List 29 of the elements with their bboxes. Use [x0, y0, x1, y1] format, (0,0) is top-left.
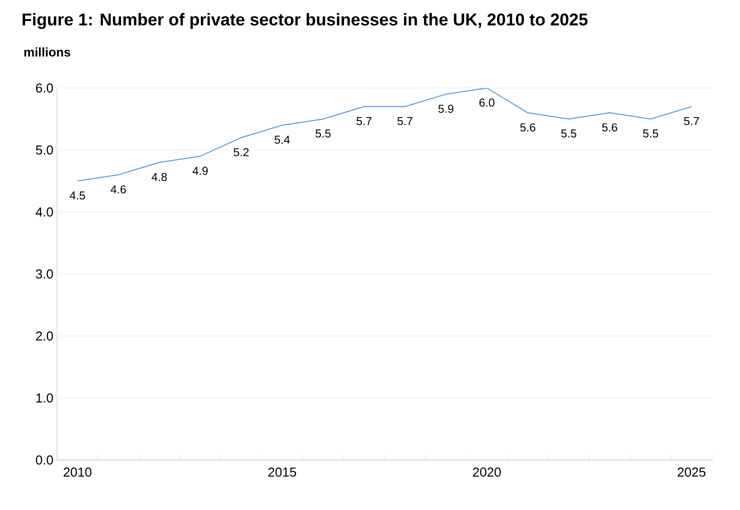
y-axis-title: millions	[24, 47, 70, 57]
x-tick-label: 2025	[678, 468, 706, 477]
data-label: 4.9	[192, 166, 208, 175]
data-label: 5.6	[520, 123, 536, 132]
x-tick-label: 2010	[64, 468, 92, 477]
data-label: 4.6	[110, 185, 126, 194]
y-tick-label: 3.0	[36, 269, 53, 279]
data-label: 5.5	[316, 130, 331, 138]
data-label: 6.0	[479, 98, 494, 107]
x-tick-label: 2015	[268, 468, 296, 477]
data-label: 5.6	[602, 123, 618, 132]
y-tick-label: 6.0	[36, 83, 53, 93]
data-label: 5.7	[684, 117, 699, 126]
data-label: 5.5	[643, 130, 658, 138]
chart-title: Figure 1: Number of private sector businesses in the UK, 2010 to 2025	[22, 13, 588, 29]
data-label: 4.8	[152, 172, 167, 182]
y-tick-label: 1.0	[36, 393, 53, 403]
data-label: 5.7	[356, 117, 372, 126]
data-label: 5.9	[438, 104, 454, 113]
y-tick-label: 5.0	[36, 145, 53, 155]
data-label: 5.4	[274, 136, 290, 144]
y-tick-label: 2.0	[36, 331, 53, 341]
data-label: 5.7	[397, 117, 412, 126]
data-label: 5.5	[561, 130, 576, 138]
y-tick-label: 4.0	[36, 207, 53, 217]
y-tick-label: 0.0	[36, 455, 53, 465]
data-label: 4.5	[70, 192, 85, 200]
x-tick-label: 2020	[473, 468, 501, 477]
data-label: 5.2	[234, 148, 249, 156]
